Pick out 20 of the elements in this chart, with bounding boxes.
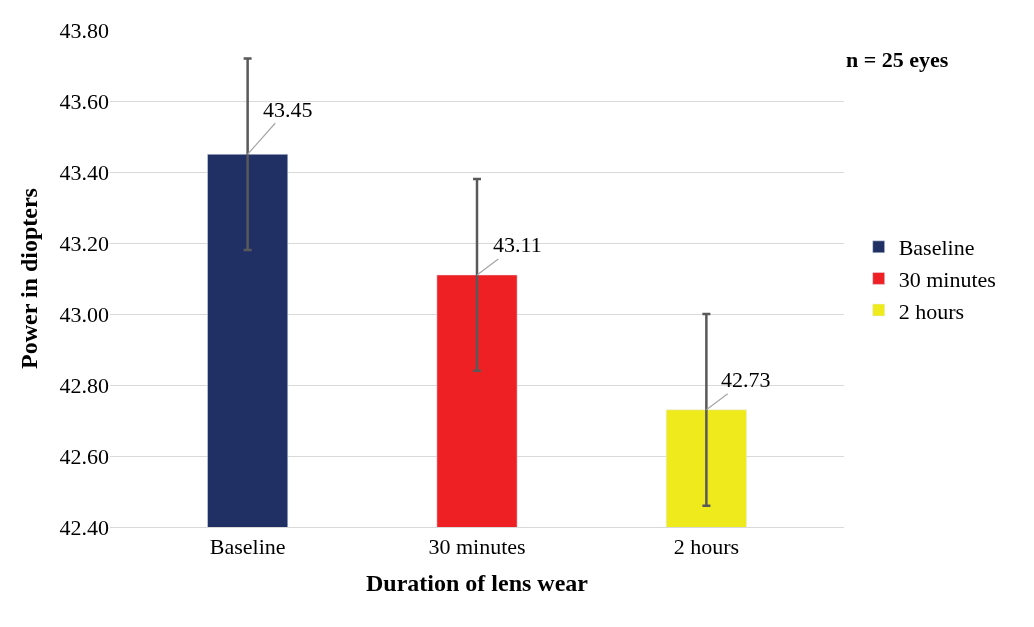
y-tick-label: 43.80	[59, 17, 109, 43]
y-tick-label: 42.60	[59, 443, 109, 469]
data-label: 42.73	[721, 367, 771, 392]
y-tick-label: 43.00	[59, 301, 109, 327]
legend-label: 2 hours	[898, 298, 965, 324]
legend-label: 30 minutes	[898, 266, 996, 292]
y-tick-label: 43.40	[59, 159, 109, 185]
x-axis-title: Duration of lens wear	[366, 569, 589, 596]
data-label: 43.45	[263, 97, 313, 122]
data-label: 43.11	[493, 232, 542, 257]
y-tick-label: 42.80	[59, 372, 109, 398]
y-tick-label: 43.60	[59, 88, 109, 114]
text: n = 25 eyes	[846, 47, 949, 72]
x-tick-label: 2 hours	[673, 534, 740, 560]
y-tick-label: 42.40	[59, 514, 109, 540]
y-axis-title: Power in diopters	[15, 188, 42, 369]
y-tick-label: 43.20	[59, 230, 109, 256]
legend-label: Baseline	[898, 235, 975, 261]
x-tick-label: Baseline	[209, 534, 286, 560]
x-tick-label: 30 minutes	[428, 534, 526, 560]
